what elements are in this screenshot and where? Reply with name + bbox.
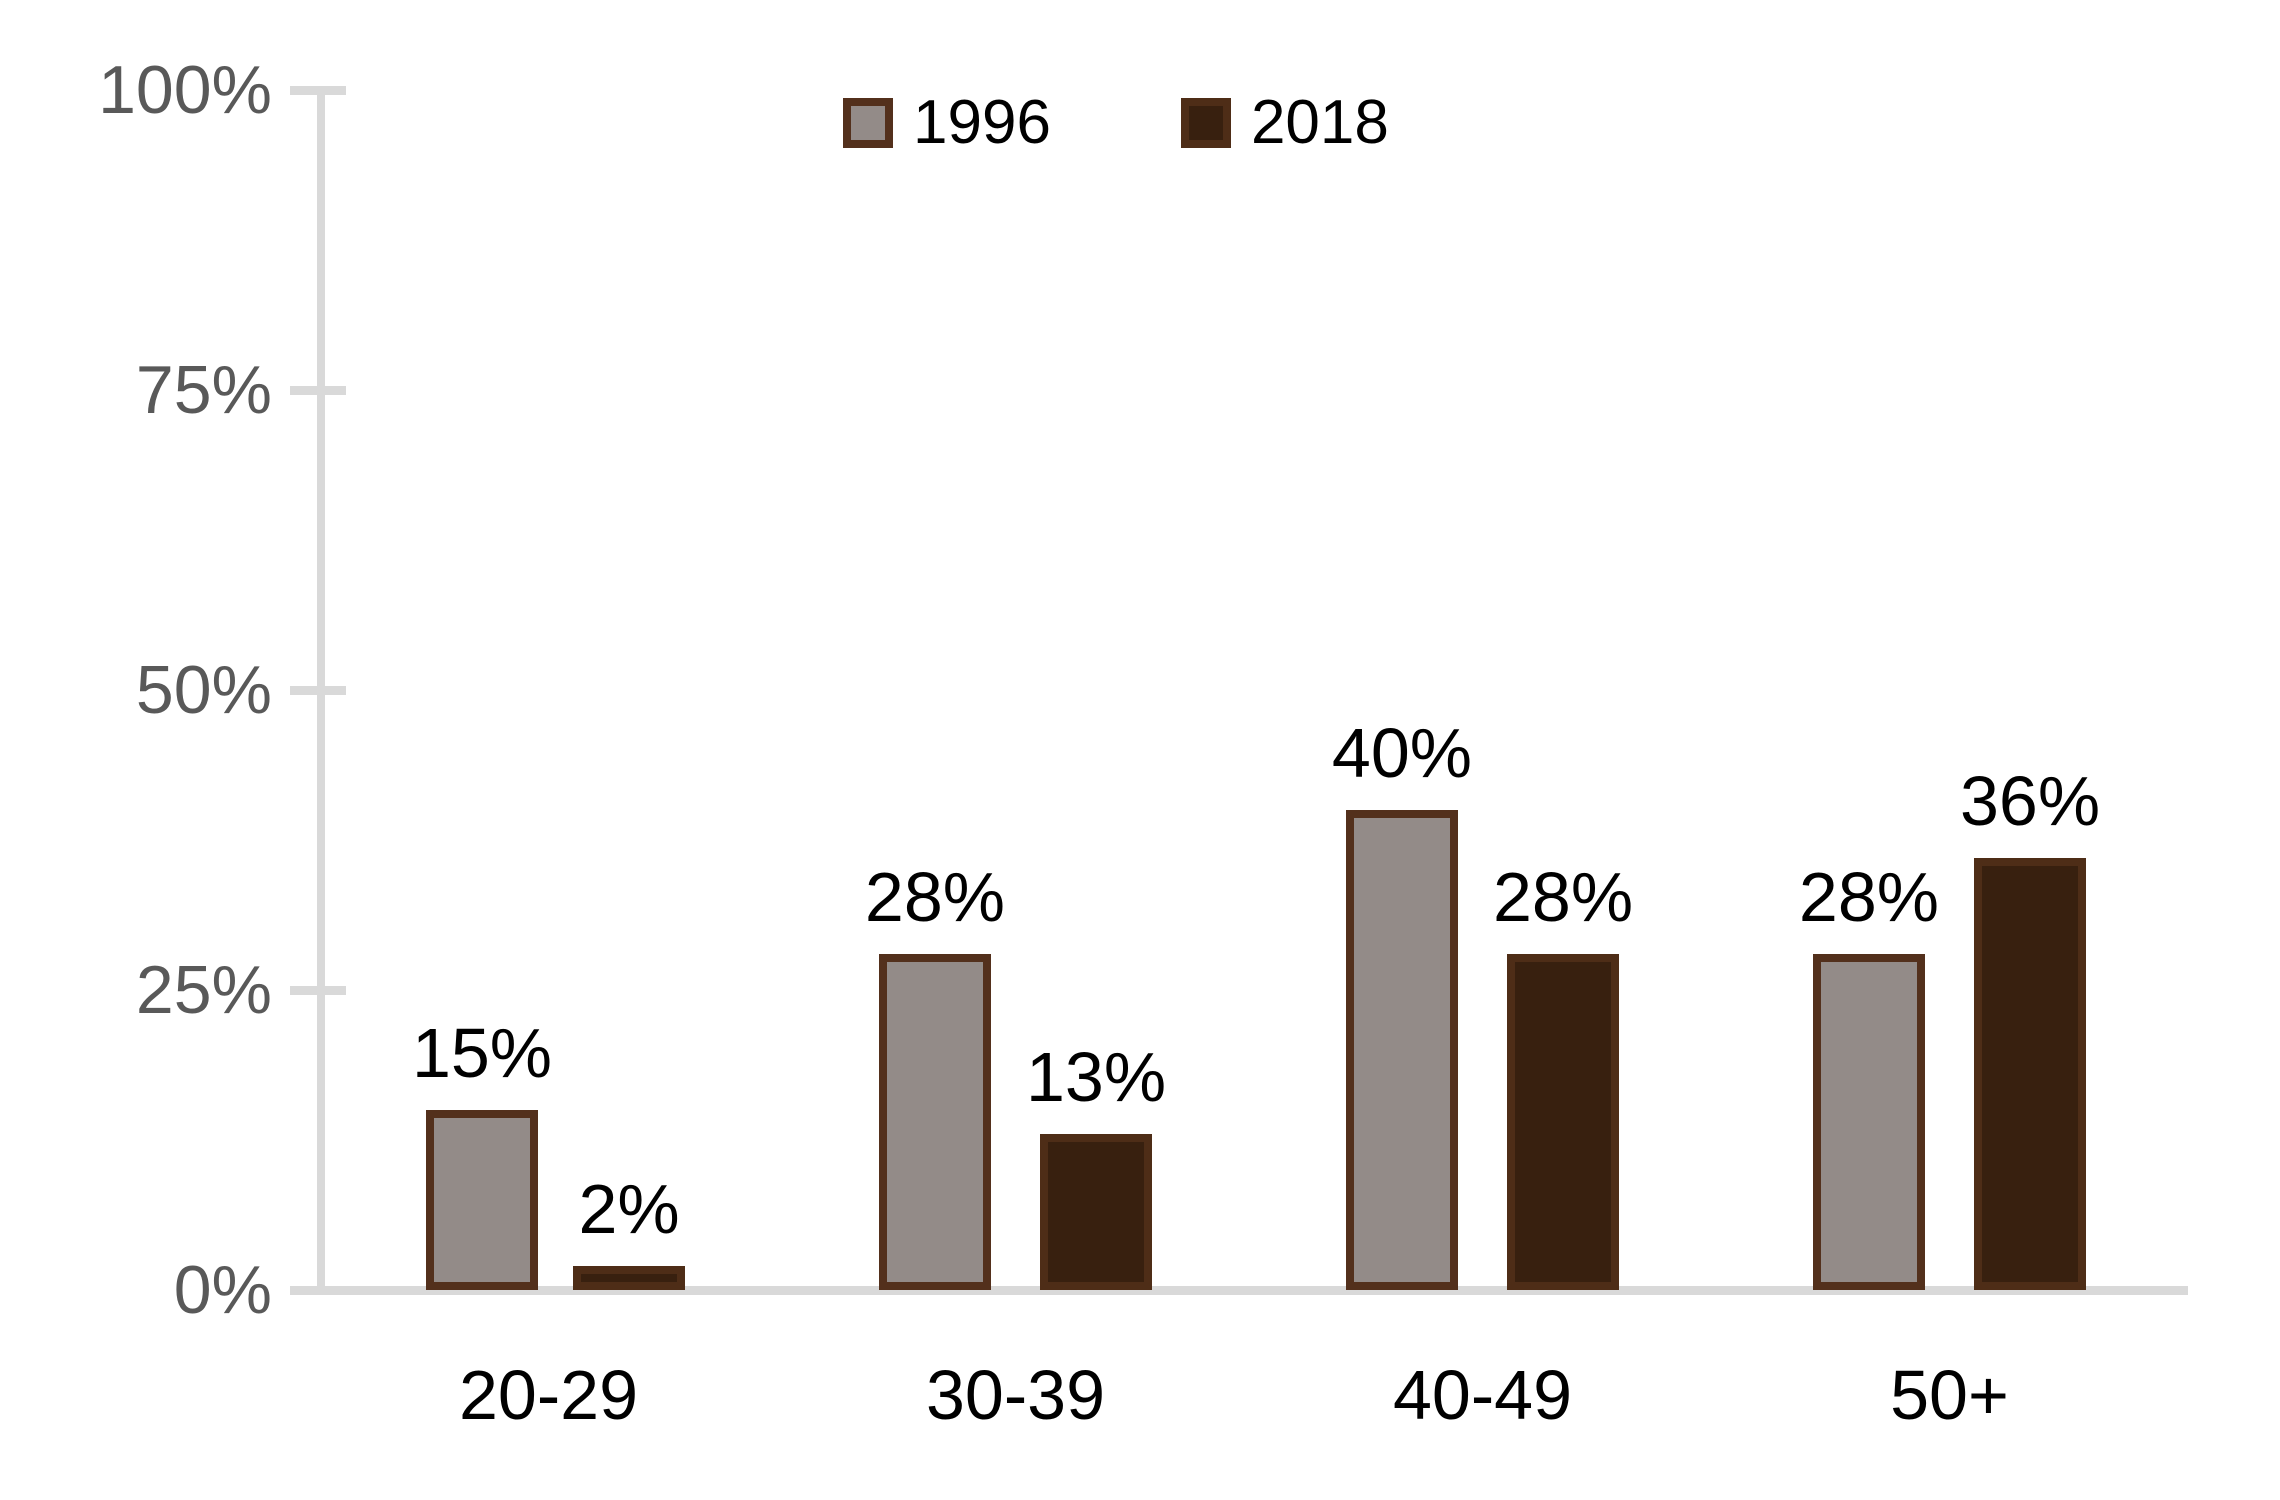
- x-axis-label: 40-49: [1392, 1356, 1573, 1434]
- data-label: 13%: [1026, 1038, 1167, 1116]
- y-axis-tick: [290, 1286, 346, 1295]
- bar-2018-40-49: [1507, 954, 1620, 1290]
- bar-1996-50+: [1812, 954, 1925, 1290]
- data-label: 28%: [864, 858, 1005, 936]
- y-axis-tick: [290, 386, 346, 395]
- bar-column: 15%: [412, 1018, 552, 1290]
- data-label: 28%: [1493, 858, 1634, 936]
- bar-column: 40%: [1332, 718, 1472, 1290]
- y-tick-label: 25%: [135, 952, 272, 1028]
- y-tick-label: 50%: [135, 652, 272, 728]
- legend-swatch-icon: [1180, 98, 1231, 148]
- bar-2018-30-39: [1040, 1134, 1153, 1290]
- bar-1996-40-49: [1345, 810, 1458, 1290]
- bar-group-40-49: 40% 28%: [1249, 718, 1716, 1290]
- data-label: 28%: [1798, 858, 1939, 936]
- bar-1996-20-29: [425, 1110, 538, 1290]
- y-tick-label: 0%: [173, 1252, 272, 1328]
- bar-2018-20-29: [573, 1266, 686, 1290]
- bar-group-30-39: 28% 13%: [782, 862, 1249, 1290]
- bar-column: 28%: [1493, 862, 1633, 1290]
- y-axis-tick: [290, 86, 346, 95]
- legend-item-1996: 1996: [843, 92, 1051, 154]
- legend-label: 2018: [1250, 88, 1389, 157]
- legend-item-2018: 2018: [1180, 88, 1389, 157]
- y-axis-tick: [290, 686, 346, 695]
- bar-column: 28%: [1799, 862, 1939, 1290]
- data-label: 40%: [1331, 714, 1472, 792]
- chart-legend: 1996 2018: [843, 92, 1389, 154]
- data-label: 2%: [578, 1170, 680, 1248]
- bar-column: 36%: [1960, 766, 2100, 1290]
- bar-column: 28%: [865, 862, 1005, 1290]
- data-label: 15%: [411, 1014, 553, 1092]
- x-axis-line: [290, 1286, 2188, 1295]
- legend-label: 1996: [913, 88, 1051, 157]
- bar-column: 2%: [573, 1170, 686, 1290]
- data-label: 36%: [1960, 762, 2101, 840]
- bar-group-50+: 28% 36%: [1716, 766, 2183, 1290]
- bar-1996-30-39: [878, 954, 991, 1290]
- x-axis-label: 50+: [1890, 1356, 2009, 1434]
- y-tick-label: 100%: [98, 52, 272, 128]
- bar-2018-50+: [1974, 858, 2087, 1290]
- bar-group-20-29: 15% 2%: [315, 1018, 782, 1290]
- x-axis-label: 30-39: [925, 1356, 1106, 1434]
- y-axis-tick: [290, 986, 346, 995]
- bar-column: 13%: [1026, 1042, 1166, 1290]
- x-axis-label: 20-29: [458, 1356, 639, 1434]
- legend-swatch-icon: [843, 98, 893, 148]
- y-tick-label: 75%: [135, 352, 272, 428]
